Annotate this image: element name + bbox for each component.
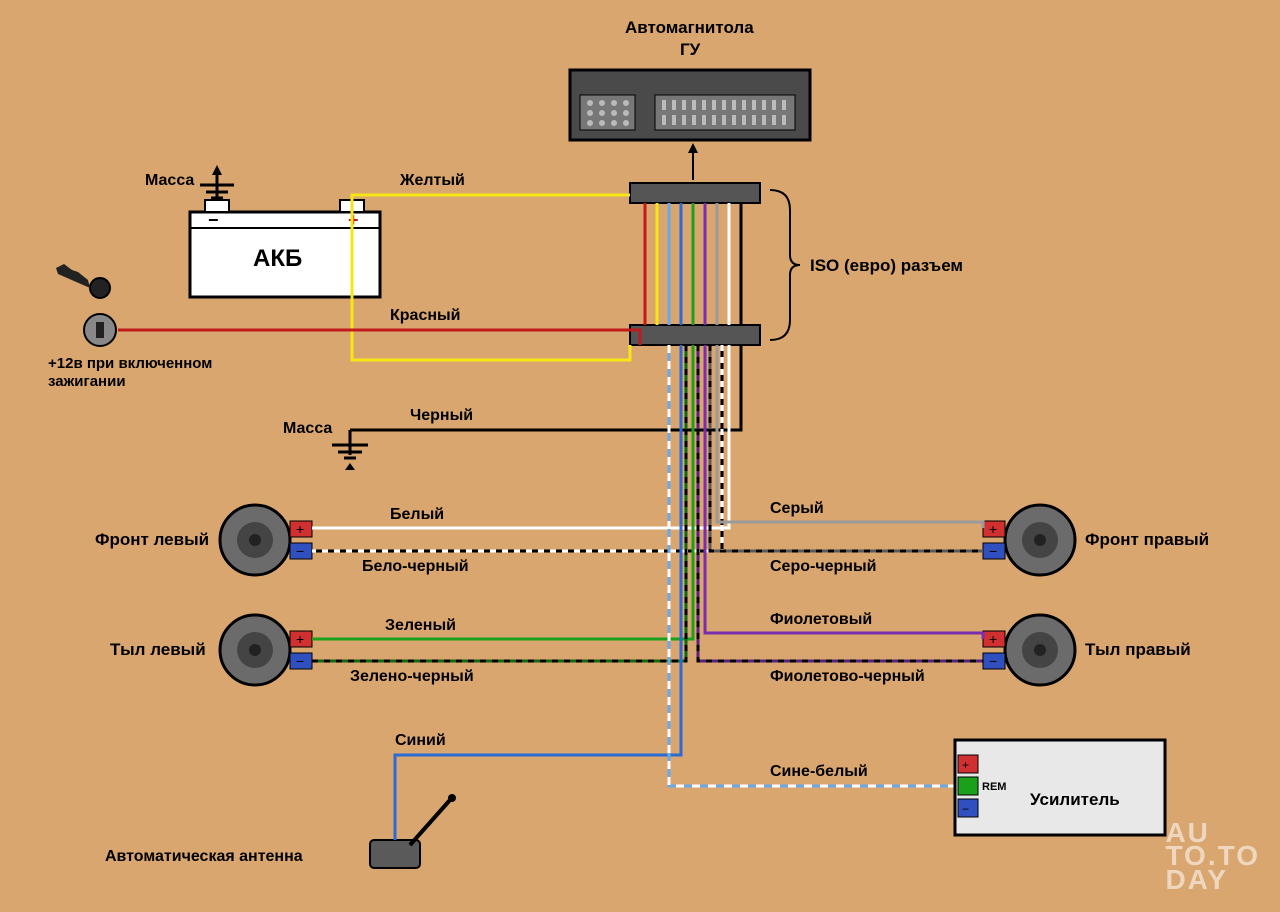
svg-text:−: − bbox=[989, 543, 997, 559]
ignition-key-icon bbox=[56, 264, 116, 346]
svg-text:−: − bbox=[962, 802, 969, 816]
wire-green-label: Зеленый bbox=[385, 617, 456, 635]
antenna-label: Автоматическая антенна bbox=[105, 848, 303, 866]
wire-grey-black-label: Серо-черный bbox=[770, 558, 876, 576]
speaker-rl-label: Тыл левый bbox=[110, 640, 206, 660]
wire-white-black-label: Бело-черный bbox=[362, 558, 469, 576]
svg-text:−: − bbox=[208, 210, 219, 230]
speaker-rear-left: + − bbox=[220, 615, 312, 685]
watermark: AU TO.TO DAY bbox=[1165, 821, 1260, 892]
svg-text:+: + bbox=[962, 758, 969, 772]
speaker-front-left: + − bbox=[220, 505, 312, 575]
svg-text:+: + bbox=[989, 521, 997, 537]
speaker-rear-right: + − bbox=[983, 615, 1075, 685]
wire-red-label: Красный bbox=[390, 307, 461, 325]
title-line2: ГУ bbox=[680, 40, 700, 60]
svg-text:+: + bbox=[296, 521, 304, 537]
amp-label: Усилитель bbox=[1030, 790, 1120, 810]
antenna-icon bbox=[370, 794, 456, 868]
wire-grey-label: Серый bbox=[770, 500, 824, 518]
wire-blue-white-label: Сине-белый bbox=[770, 763, 868, 781]
battery-mass-label: Масса bbox=[145, 172, 194, 190]
speaker-fl-label: Фронт левый bbox=[95, 530, 209, 550]
wire-yellow-label: Желтый bbox=[400, 172, 465, 190]
svg-text:−: − bbox=[989, 653, 997, 669]
wire-white-label: Белый bbox=[390, 506, 444, 524]
amp-rem-label: REM bbox=[982, 781, 1006, 793]
title-line1: Автомагнитола bbox=[625, 18, 754, 38]
head-unit bbox=[570, 70, 810, 140]
svg-text:+: + bbox=[989, 631, 997, 647]
svg-text:−: − bbox=[296, 653, 304, 669]
speaker-rr-label: Тыл правый bbox=[1085, 640, 1191, 660]
watermark-l3: DAY bbox=[1165, 868, 1260, 892]
wire-blue-label: Синий bbox=[395, 732, 446, 750]
iso-connector bbox=[630, 183, 760, 345]
svg-text:+: + bbox=[296, 631, 304, 647]
ground-mass-label: Масса bbox=[283, 420, 332, 438]
svg-text:−: − bbox=[296, 543, 304, 559]
speaker-front-right: + − bbox=[983, 505, 1075, 575]
iso-label: ISO (евро) разъем bbox=[810, 256, 963, 276]
wire-violet-label: Фиолетовый bbox=[770, 611, 872, 629]
speaker-fr-label: Фронт правый bbox=[1085, 530, 1209, 550]
ignition-label: +12в при включенном зажигании bbox=[48, 355, 212, 391]
wire-green-black-label: Зелено-черный bbox=[350, 668, 474, 686]
battery-label: АКБ bbox=[253, 245, 302, 273]
wire-black-label: Черный bbox=[410, 407, 473, 425]
wire-violet-black-label: Фиолетово-черный bbox=[770, 668, 925, 686]
svg-text:+: + bbox=[348, 210, 359, 230]
